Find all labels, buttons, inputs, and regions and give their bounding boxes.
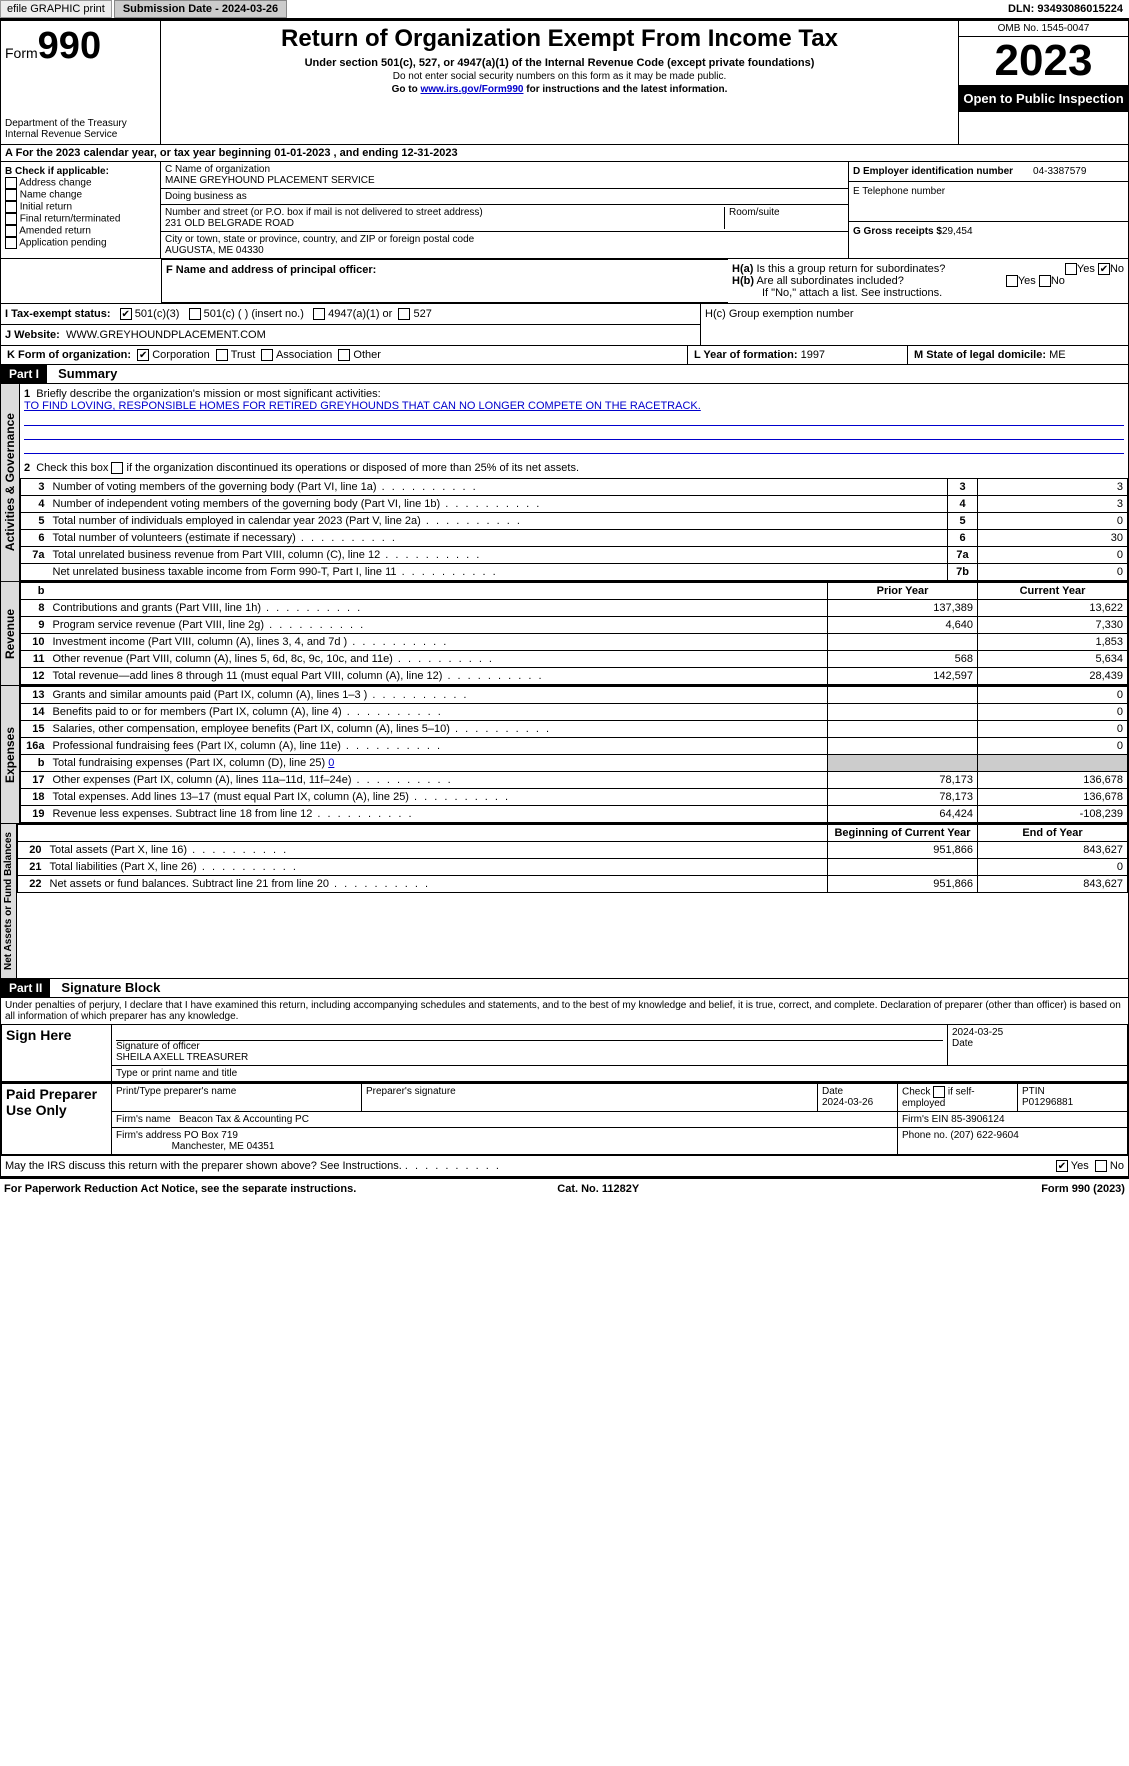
chk-other[interactable] xyxy=(338,349,350,361)
box-hc: H(c) Group exemption number xyxy=(701,304,1128,345)
box-k: K Form of organization: Corporation Trus… xyxy=(1,346,688,364)
website: WWW.GREYHOUNDPLACEMENT.COM xyxy=(66,329,266,341)
box-hb: H(b) Are all subordinates included? Yes … xyxy=(732,275,1124,287)
form-header: Form990 Department of the Treasury Inter… xyxy=(0,20,1129,145)
revenue-table: bPrior YearCurrent Year8Contributions an… xyxy=(20,582,1128,685)
chk-501c[interactable] xyxy=(189,308,201,320)
part1-tag: Part I xyxy=(1,365,47,383)
chk-527[interactable] xyxy=(398,308,410,320)
box-l: L Year of formation: 1997 xyxy=(688,346,908,364)
box-i: I Tax-exempt status: 501(c)(3) 501(c) ( … xyxy=(1,304,700,325)
chk-app-pending[interactable] xyxy=(5,237,17,249)
box-f: F Name and address of principal officer: xyxy=(161,259,728,303)
form-title: Return of Organization Exempt From Incom… xyxy=(165,25,954,53)
vtab-governance: Activities & Governance xyxy=(1,384,20,581)
box-j: J Website: WWW.GREYHOUNDPLACEMENT.COM xyxy=(1,325,700,345)
street-address: 231 OLD BELGRADE ROAD xyxy=(165,218,294,229)
vtab-expenses: Expenses xyxy=(1,686,20,823)
sign-here-block: Sign Here Signature of officerSHEILA AXE… xyxy=(0,1024,1129,1083)
chk-amended[interactable] xyxy=(5,225,17,237)
governance-table: 3Number of voting members of the governi… xyxy=(20,478,1128,581)
chk-discontinued[interactable] xyxy=(111,462,123,474)
submission-date: Submission Date - 2024-03-26 xyxy=(114,0,287,18)
box-ha: H(a) Is this a group return for subordin… xyxy=(732,263,1124,275)
netassets-table: Beginning of Current YearEnd of Year20To… xyxy=(17,824,1128,893)
open-to-public: Open to Public Inspection xyxy=(959,85,1128,112)
header-block-bcd: B Check if applicable: Address change Na… xyxy=(0,162,1129,259)
instructions-note: Go to www.irs.gov/Form990 for instructio… xyxy=(165,84,954,95)
form-number: Form990 xyxy=(5,25,156,68)
city-state-zip: AUGUSTA, ME 04330 xyxy=(165,245,264,256)
efile-print-button[interactable]: efile GRAPHIC print xyxy=(0,0,112,18)
chk-501c3[interactable] xyxy=(120,308,132,320)
chk-discuss-no[interactable] xyxy=(1095,1160,1107,1172)
part2-tag: Part II xyxy=(1,979,50,997)
chk-final-return[interactable] xyxy=(5,213,17,225)
firm-addr1: PO Box 719 xyxy=(184,1130,238,1141)
chk-assoc[interactable] xyxy=(261,349,273,361)
chk-hb-no[interactable] xyxy=(1039,275,1051,287)
part1-title: Summary xyxy=(50,364,125,383)
chk-hb-yes[interactable] xyxy=(1006,275,1018,287)
ein: 04-3387579 xyxy=(1013,166,1086,177)
prep-date: 2024-03-26 xyxy=(822,1097,873,1108)
chk-initial-return[interactable] xyxy=(5,201,17,213)
part2-title: Signature Block xyxy=(53,978,168,997)
gross-receipts: 29,454 xyxy=(942,226,973,237)
firm-ein: 85-3906124 xyxy=(951,1114,1004,1125)
discuss-line: May the IRS discuss this return with the… xyxy=(0,1156,1129,1177)
chk-trust[interactable] xyxy=(216,349,228,361)
line-a-taxyear: A For the 2023 calendar year, or tax yea… xyxy=(0,145,1129,162)
firm-phone: (207) 622-9604 xyxy=(950,1130,1018,1141)
chk-self-employed[interactable] xyxy=(933,1086,945,1098)
firm-name: Beacon Tax & Accounting PC xyxy=(179,1114,309,1125)
ptin: P01296881 xyxy=(1022,1097,1073,1108)
chk-4947[interactable] xyxy=(313,308,325,320)
chk-corp[interactable] xyxy=(137,349,149,361)
sign-date: 2024-03-25 xyxy=(952,1027,1003,1038)
box-b: B Check if applicable: Address change Na… xyxy=(1,162,161,258)
expenses-table: 13Grants and similar amounts paid (Part … xyxy=(20,686,1128,823)
chk-ha-no[interactable] xyxy=(1098,263,1110,275)
box-m: M State of legal domicile: ME xyxy=(908,346,1128,364)
dept-treasury: Department of the Treasury Internal Reve… xyxy=(5,118,156,140)
form-subtitle: Under section 501(c), 527, or 4947(a)(1)… xyxy=(165,57,954,69)
chk-ha-yes[interactable] xyxy=(1065,263,1077,275)
chk-name-change[interactable] xyxy=(5,189,17,201)
perjury-text: Under penalties of perjury, I declare th… xyxy=(0,998,1129,1024)
topbar: efile GRAPHIC print Submission Date - 20… xyxy=(0,0,1129,20)
paid-preparer-block: Paid Preparer Use Only Print/Type prepar… xyxy=(0,1083,1129,1156)
chk-address-change[interactable] xyxy=(5,177,17,189)
officer-name: SHEILA AXELL TREASURER xyxy=(116,1052,248,1063)
footer: For Paperwork Reduction Act Notice, see … xyxy=(0,1177,1129,1199)
firm-addr2: Manchester, ME 04351 xyxy=(172,1141,275,1152)
vtab-revenue: Revenue xyxy=(1,582,20,685)
chk-discuss-yes[interactable] xyxy=(1056,1160,1068,1172)
org-name: MAINE GREYHOUND PLACEMENT SERVICE xyxy=(165,175,375,186)
irs-link[interactable]: www.irs.gov/Form990 xyxy=(420,84,523,95)
tax-year: 2023 xyxy=(959,37,1128,85)
ssn-note: Do not enter social security numbers on … xyxy=(165,71,954,82)
line2-text: if the organization discontinued its ope… xyxy=(127,462,580,474)
vtab-netassets: Net Assets or Fund Balances xyxy=(1,824,17,978)
dln: DLN: 93493086015224 xyxy=(1008,3,1129,15)
omb-number: OMB No. 1545-0047 xyxy=(959,21,1128,37)
mission-text: TO FIND LOVING, RESPONSIBLE HOMES FOR RE… xyxy=(24,400,701,412)
